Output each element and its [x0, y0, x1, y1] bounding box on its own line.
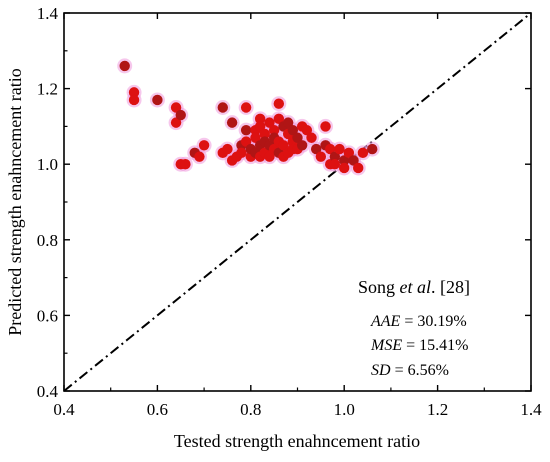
data-point [240, 124, 252, 136]
stat-sd-value: = 6.56% [391, 362, 449, 379]
data-point [128, 87, 140, 98]
reference-line [63, 12, 532, 392]
x-axis-title: Tested strength enahncement ratio [174, 431, 420, 451]
y-tick-label: 0.6 [37, 306, 58, 325]
data-point [287, 124, 299, 136]
x-tick-label: 1.4 [520, 400, 542, 419]
data-point [273, 113, 285, 125]
annotation-source-italic: et al [400, 277, 432, 297]
data-point [175, 109, 186, 121]
data-point [367, 143, 378, 155]
annotation-stat-aae: AAE = 30.19% [370, 313, 467, 330]
reference-line-layer [63, 12, 532, 392]
data-point [254, 121, 266, 132]
data-points-layer [117, 58, 380, 176]
y-tick-label: 1.4 [37, 4, 59, 23]
x-tick-label: 1.2 [427, 400, 448, 419]
annotation-source-suffix: . [28] [431, 277, 470, 297]
data-point [180, 159, 191, 170]
data-point [217, 102, 228, 113]
data-point [343, 147, 355, 159]
data-point [334, 143, 345, 155]
data-point [296, 140, 308, 151]
data-point [320, 121, 331, 132]
data-point [170, 102, 182, 113]
data-point [273, 98, 285, 109]
data-point [357, 147, 369, 159]
ticks-layer: 0.4 0.6 0.8 1.0 1.2 1.4 0.4 0.6 0.8 1.0 1.2 1.4 [37, 4, 542, 419]
data-point [339, 155, 350, 166]
data-point [226, 117, 238, 128]
stat-mse-value: = 15.41% [402, 337, 468, 354]
data-point [119, 60, 130, 72]
data-point [194, 151, 205, 162]
data-point [198, 140, 210, 151]
data-point [278, 140, 289, 151]
data-point [339, 162, 350, 174]
data-point [264, 117, 275, 128]
data-point [264, 151, 275, 162]
stat-mse-label: MSE [370, 337, 402, 354]
stat-sd-label: SD [371, 362, 391, 379]
data-point [348, 155, 359, 166]
annotation-stat-mse: MSE = 15.41% [370, 337, 468, 354]
data-point [292, 132, 303, 143]
data-point [329, 159, 341, 170]
data-point [353, 162, 364, 174]
data-point [282, 117, 294, 128]
y-tick-label: 0.4 [37, 382, 59, 401]
data-point [324, 143, 336, 155]
stat-aae-label: AAE [370, 313, 401, 330]
data-point [310, 143, 322, 155]
annotation-box: Song et al. [28] AAE = 30.19% MSE = 15.4… [358, 277, 470, 379]
annotation-source: Song et al. [28] [358, 277, 470, 297]
data-point [240, 136, 252, 147]
stat-aae-value: = 30.19% [400, 313, 466, 330]
data-point [152, 94, 163, 106]
y-tick-label: 1.2 [37, 80, 58, 99]
data-point [222, 143, 233, 155]
data-point [315, 151, 327, 162]
annotation-stat-sd: SD = 6.56% [371, 362, 449, 379]
x-tick-label: 0.8 [240, 400, 261, 419]
y-tick-label: 1.0 [37, 155, 58, 174]
data-point [259, 128, 271, 140]
data-point [306, 132, 317, 143]
x-tick-label: 0.6 [147, 400, 168, 419]
data-point [236, 147, 247, 159]
data-point [250, 132, 261, 143]
annotation-source-prefix: Song [358, 277, 400, 297]
y-axis-title: Predicted strength enahncement ratio [5, 68, 25, 335]
data-point [301, 124, 313, 136]
data-point [240, 102, 252, 113]
data-point [268, 124, 280, 136]
x-tick-label: 0.4 [53, 400, 75, 419]
y-tick-label: 0.8 [37, 231, 58, 250]
x-tick-label: 1.0 [334, 400, 355, 419]
data-point [254, 113, 266, 125]
data-point [170, 117, 182, 128]
data-point [329, 151, 341, 162]
data-point [128, 94, 140, 106]
